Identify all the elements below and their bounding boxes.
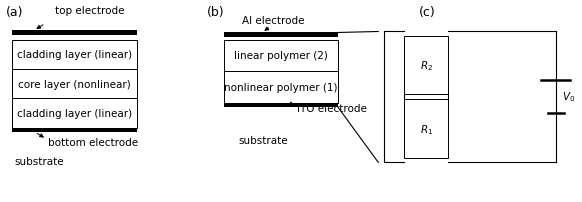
Text: cladding layer (linear): cladding layer (linear) — [17, 109, 132, 119]
Text: (b): (b) — [207, 6, 224, 19]
Text: $R_1$: $R_1$ — [420, 122, 433, 136]
Text: substrate: substrate — [15, 157, 64, 166]
Bar — [12, 70, 137, 99]
Bar — [404, 36, 448, 95]
Text: ITO electrode: ITO electrode — [297, 103, 367, 113]
Bar — [12, 40, 137, 70]
Bar — [12, 128, 137, 132]
Text: (a): (a) — [6, 6, 23, 19]
Text: substrate: substrate — [239, 135, 288, 145]
Bar — [224, 72, 338, 103]
Text: top electrode: top electrode — [55, 6, 125, 16]
Text: core layer (nonlinear): core layer (nonlinear) — [18, 79, 130, 89]
Bar — [12, 99, 137, 128]
Bar — [224, 103, 338, 107]
Text: bottom electrode: bottom electrode — [48, 137, 138, 147]
Bar — [224, 40, 338, 72]
Text: (c): (c) — [419, 6, 436, 19]
Bar — [404, 100, 448, 159]
Bar — [12, 31, 137, 35]
Text: cladding layer (linear): cladding layer (linear) — [17, 50, 132, 60]
Text: linear polymer (2): linear polymer (2) — [234, 51, 328, 61]
Text: nonlinear polymer (1): nonlinear polymer (1) — [224, 82, 338, 92]
Text: $V_0$: $V_0$ — [562, 90, 575, 104]
Bar — [224, 33, 338, 37]
Text: $R_2$: $R_2$ — [420, 59, 433, 73]
Text: Al electrode: Al electrode — [242, 16, 304, 26]
